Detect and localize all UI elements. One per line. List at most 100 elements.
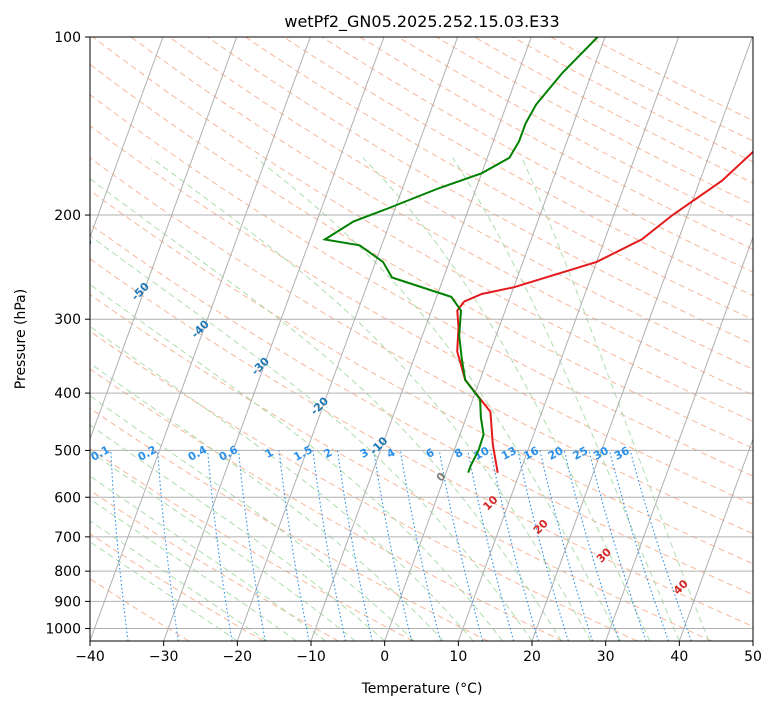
y-tick-label: 900 xyxy=(54,594,81,610)
moist-adiabat-line xyxy=(362,157,651,641)
isotherm-line xyxy=(236,37,459,641)
y-tick-label: 700 xyxy=(54,530,81,546)
mixing-ratio-line xyxy=(278,450,310,641)
isotherm-label: -70 xyxy=(19,178,42,201)
dry-adiabat-line xyxy=(397,37,753,228)
moist-adiabat-line xyxy=(255,157,621,641)
adiabat-label: 40 xyxy=(671,577,691,597)
isotherm-line xyxy=(90,37,164,239)
y-tick-label: 600 xyxy=(54,490,81,506)
mixing-ratio-line xyxy=(373,450,413,641)
y-axis-label: Pressure (hPa) xyxy=(13,289,29,389)
adiabat-label: 10 xyxy=(480,493,500,513)
mixing-ratio-line xyxy=(438,450,484,641)
moist-adiabat-line xyxy=(90,520,268,641)
mixing-ratio-label: 10 xyxy=(472,444,492,463)
x-tick-label: −10 xyxy=(296,649,326,665)
adiabat-label: 30 xyxy=(594,545,614,565)
mixing-ratio-label: 30 xyxy=(591,444,611,463)
dry-adiabat-line xyxy=(90,293,712,641)
isotherm-line xyxy=(310,37,532,641)
mixing-ratio-line xyxy=(110,450,129,641)
isotherm-line xyxy=(90,37,238,441)
x-tick-label: −20 xyxy=(223,649,253,665)
isotherm-label: -40 xyxy=(189,317,212,340)
y-tick-label: 100 xyxy=(54,30,81,46)
dry-adiabat-line xyxy=(550,37,753,142)
mixing-ratio-line xyxy=(157,450,179,641)
mixing-ratio-line xyxy=(337,450,373,641)
y-tick-label: 400 xyxy=(54,386,81,402)
y-tick-label: 300 xyxy=(54,312,81,328)
y-tick-label: 200 xyxy=(54,208,81,224)
moist-adiabat-line xyxy=(90,541,238,641)
isotherm-label: -60 xyxy=(72,234,95,257)
isotherm-label: -20 xyxy=(308,394,331,417)
dry-adiabat-line xyxy=(90,125,753,506)
mixing-ratio-line xyxy=(467,450,515,641)
isotherm-line xyxy=(457,37,680,641)
mixing-ratio-label: 0.4 xyxy=(186,443,210,464)
dry-adiabat-line xyxy=(588,37,753,122)
mixing-ratio-label: 13 xyxy=(499,444,519,463)
mixing-ratio-line xyxy=(563,450,620,641)
mixing-ratio-line xyxy=(539,450,594,641)
x-tick-label: 10 xyxy=(449,649,467,665)
moist-adiabat-line xyxy=(90,235,533,641)
y-tick-label: 800 xyxy=(54,564,81,580)
x-tick-label: 50 xyxy=(744,649,762,665)
dry-adiabat-line xyxy=(90,157,753,535)
temperature-profile-line xyxy=(456,150,753,473)
mixing-ratio-line xyxy=(588,450,647,641)
x-tick-label: −30 xyxy=(149,649,179,665)
mixing-ratio-label: 4 xyxy=(385,446,398,461)
dewpoint-profile-line xyxy=(322,37,599,473)
x-axis-label: Temperature (°C) xyxy=(361,681,483,697)
mixing-ratio-label: 25 xyxy=(571,444,591,463)
isotherm-line xyxy=(163,37,385,641)
mixing-ratio-label: 20 xyxy=(546,444,566,463)
dry-adiabat-line xyxy=(168,37,753,370)
plot-frame xyxy=(89,36,754,642)
dry-adiabat-line xyxy=(90,258,753,628)
moist-adiabat-line xyxy=(90,475,326,641)
moist-adiabat-line xyxy=(90,395,415,641)
mixing-ratio-line xyxy=(237,450,266,641)
mixing-ratio-label: 1 xyxy=(263,446,276,461)
y-tick-label: 500 xyxy=(54,443,81,459)
chart-title: wetPf2_GN05.2025.252.15.03.E33 xyxy=(284,12,559,32)
adiabat-label: 20 xyxy=(531,517,551,537)
moist-adiabat-line xyxy=(521,157,710,641)
dry-adiabat-line xyxy=(245,37,753,321)
mixing-ratio-line xyxy=(207,450,233,641)
mixing-ratio-label: 16 xyxy=(521,444,541,463)
dry-adiabat-line xyxy=(90,190,753,565)
dry-adiabat-line xyxy=(90,94,753,477)
x-tick-label: 40 xyxy=(670,649,688,665)
isotherm-line xyxy=(531,37,753,641)
mixing-ratio-label: 6 xyxy=(424,446,437,461)
x-tick-label: 30 xyxy=(597,649,615,665)
x-tick-label: 0 xyxy=(380,649,389,665)
mixing-ratio-line xyxy=(608,450,670,641)
isotherm-line xyxy=(678,437,753,641)
x-tick-label: −40 xyxy=(75,649,105,665)
y-tick-label: 1000 xyxy=(45,621,81,637)
dry-adiabat-line xyxy=(90,368,563,641)
dry-adiabat-line xyxy=(90,533,264,641)
dry-adiabat-line xyxy=(283,37,753,297)
dry-adiabat-line xyxy=(90,489,339,641)
mixing-ratio-label: 2 xyxy=(322,446,335,461)
moist-adiabat-line xyxy=(90,450,356,641)
isotherm-line xyxy=(90,37,311,641)
mixing-ratio-line xyxy=(517,450,569,641)
dry-adiabat-line xyxy=(92,37,753,422)
dry-adiabat-line xyxy=(90,407,488,641)
isotherm-label: -30 xyxy=(249,355,272,378)
mixing-ratio-label: 0.6 xyxy=(217,443,241,464)
mixing-ratio-line xyxy=(629,450,692,641)
dry-adiabat-line xyxy=(321,37,753,273)
dry-adiabat-line xyxy=(90,223,753,596)
mixing-ratio-label: 8 xyxy=(452,446,465,461)
